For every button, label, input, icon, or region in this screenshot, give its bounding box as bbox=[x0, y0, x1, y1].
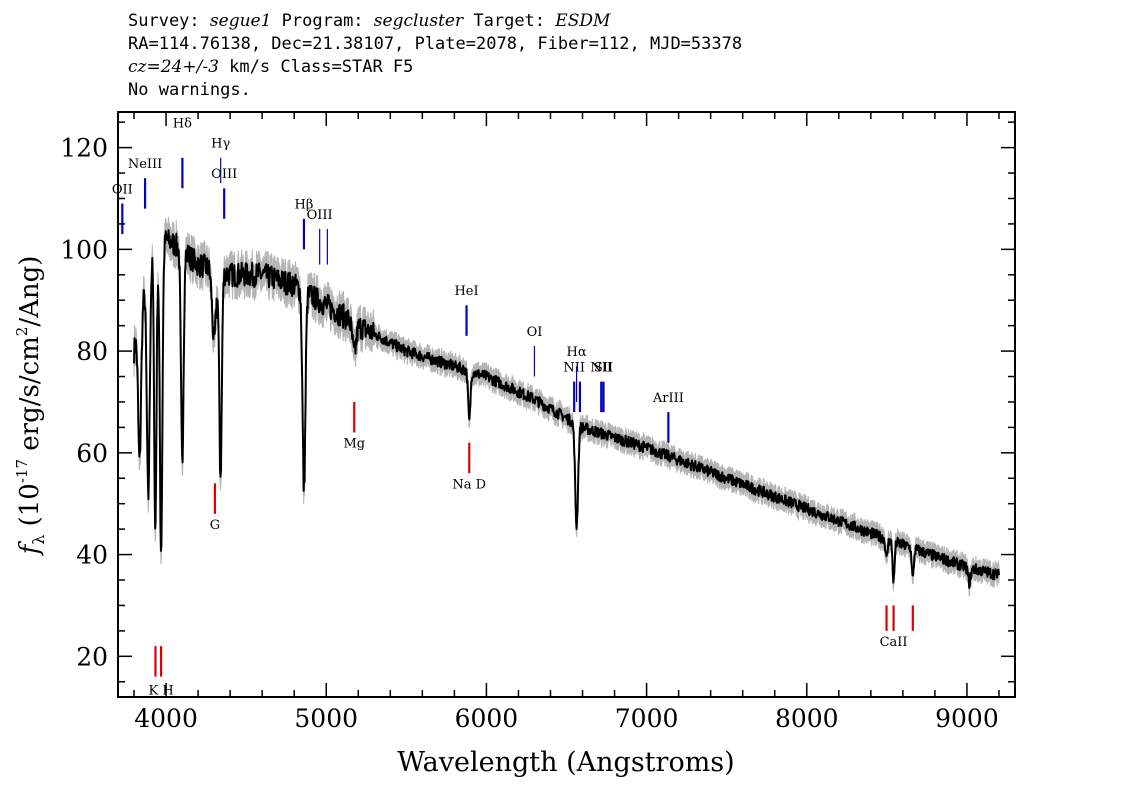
y-tick-label: 120 bbox=[60, 134, 108, 163]
x-tick-label: 7000 bbox=[615, 704, 679, 733]
x-axis-label: Wavelength (Angstroms) bbox=[397, 747, 734, 778]
header-line-2: RA=114.76138, Dec=21.38107, Plate=2078, … bbox=[128, 34, 743, 54]
program-label: Program: bbox=[281, 11, 364, 31]
y-tick-label: 40 bbox=[76, 541, 108, 570]
survey-label: Survey: bbox=[128, 11, 200, 31]
axis-ticks: 4000 5000 6000 7000 8000 9000 20 40 60 80 100 120 bbox=[60, 112, 1015, 733]
y-axis-label-exp: -17 bbox=[13, 459, 31, 483]
x-tick-label: 5000 bbox=[294, 704, 358, 733]
y-axis-label-part-a bbox=[15, 526, 45, 534]
x-tick-label: 4000 bbox=[134, 704, 198, 733]
emission-line-label: OI bbox=[527, 325, 543, 340]
svg-text:fλ (10-17 erg/s/cm2/Ang): fλ (10-17 erg/s/cm2/Ang) bbox=[13, 256, 48, 557]
error-band bbox=[133, 216, 1000, 597]
y-axis-label-units-a: (10 bbox=[15, 483, 45, 526]
y-axis-label: fλ (10-17 erg/s/cm2/Ang) bbox=[13, 256, 48, 557]
y-axis-label-exp2: 2 bbox=[13, 327, 31, 337]
target-label: Target: bbox=[473, 11, 546, 31]
emission-line-label: OIII bbox=[211, 167, 237, 182]
error-band-area bbox=[133, 216, 1000, 597]
emission-line-label: NII bbox=[563, 360, 585, 375]
emission-line-label: OIII bbox=[307, 208, 333, 223]
absorption-line-label: K H bbox=[148, 683, 173, 698]
emission-line-label: HeI bbox=[454, 284, 478, 299]
y-tick-label: 20 bbox=[76, 642, 108, 671]
absorption-line-label: G bbox=[210, 518, 220, 533]
target-value: ESDM bbox=[555, 11, 611, 31]
header-line-4: No warnings. bbox=[128, 80, 251, 100]
spectrum-line bbox=[133, 229, 1000, 589]
class-value: Class=STAR F5 bbox=[280, 57, 414, 77]
y-tick-label: 80 bbox=[76, 337, 108, 366]
line-markers: OIINeIIIHδHγOIIIHβOIIIHeIOINIIHαNIISIIAr… bbox=[112, 116, 914, 698]
emission-line-label: ArIII bbox=[652, 391, 684, 406]
header-line-1: Survey: segue1 Program: segcluster Targe… bbox=[128, 10, 742, 33]
emission-line-label: NeIII bbox=[128, 157, 162, 172]
program-value: segcluster bbox=[373, 11, 464, 31]
emission-line-label: Hγ bbox=[211, 137, 230, 152]
y-axis-label-gap bbox=[15, 451, 45, 459]
absorption-line-label: CaII bbox=[880, 635, 908, 650]
absorption-line-label: Na D bbox=[452, 477, 486, 492]
plot-frame bbox=[117, 111, 1016, 698]
emission-line-label: Hδ bbox=[173, 116, 192, 131]
emission-line-label: OII bbox=[112, 182, 133, 197]
x-tick-label: 8000 bbox=[775, 704, 839, 733]
y-axis-label-units-b: erg/s/cm bbox=[15, 336, 45, 451]
x-tick-label: 9000 bbox=[935, 704, 999, 733]
redshift-unit: km/s bbox=[229, 57, 271, 77]
header-line-3: cz=24+/-3 km/s Class=STAR F5 bbox=[128, 56, 742, 79]
x-tick-label: 6000 bbox=[455, 704, 519, 733]
y-axis-label-sub: λ bbox=[29, 535, 48, 545]
emission-line-label: Hα bbox=[567, 345, 587, 360]
y-tick-label: 60 bbox=[76, 439, 108, 468]
y-tick-label: 100 bbox=[60, 235, 108, 264]
spectrum-header: Survey: segue1 Program: segcluster Targe… bbox=[128, 10, 742, 102]
redshift-value: cz=24+/-3 bbox=[128, 57, 219, 77]
emission-line-label: SII bbox=[594, 360, 613, 375]
y-axis-label-units-c: /Ang) bbox=[15, 256, 45, 327]
emission-line-label: NII bbox=[590, 360, 612, 375]
absorption-line-label: Mg bbox=[343, 437, 365, 452]
spectrum-trace bbox=[133, 229, 1000, 589]
emission-line-label: Hβ bbox=[295, 198, 314, 213]
survey-value: segue1 bbox=[209, 11, 272, 31]
